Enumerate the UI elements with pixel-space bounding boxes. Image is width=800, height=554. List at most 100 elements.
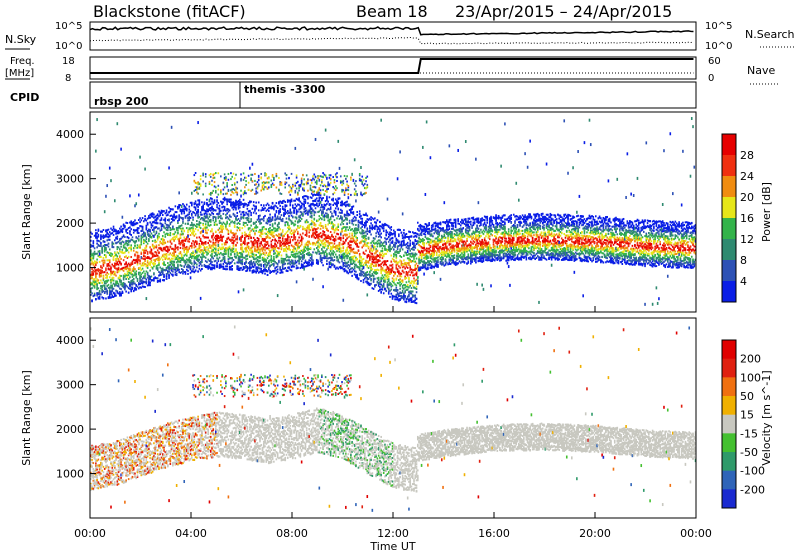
power-cell (155, 258, 158, 261)
power-cell (202, 180, 204, 183)
power-cell (211, 200, 213, 203)
power-cell (292, 251, 294, 254)
power-cell (237, 205, 240, 208)
power-cell (226, 203, 228, 206)
power-cell (307, 197, 309, 200)
power-cell (192, 229, 194, 232)
power-cell (303, 187, 305, 190)
power-cell (149, 278, 151, 281)
power-cell (283, 259, 285, 262)
power-cell (207, 266, 210, 269)
power-cell (165, 257, 168, 260)
power-cell (241, 250, 244, 253)
power-cell (231, 265, 233, 268)
power-cell (214, 246, 217, 249)
power-cell (194, 208, 197, 211)
power-cell (121, 268, 124, 271)
power-cell (275, 244, 278, 247)
power-cell (184, 216, 187, 219)
power-cell (95, 264, 97, 267)
power-cell (227, 252, 230, 255)
power-cell (117, 268, 120, 271)
power-cell (146, 223, 149, 226)
power-cell (286, 209, 289, 212)
power-cell (270, 243, 273, 246)
power-cell (233, 177, 236, 180)
power-cell (321, 218, 323, 221)
power-cell (298, 260, 300, 263)
power-cell (312, 175, 314, 178)
power-cell (119, 269, 121, 272)
power-cell (300, 204, 303, 207)
power-cell (342, 245, 345, 248)
power-cell (130, 282, 132, 285)
power-cell (155, 265, 158, 268)
power-cell (194, 233, 197, 236)
power-cell (309, 229, 312, 232)
power-cell (337, 223, 340, 226)
power-cell (266, 177, 269, 180)
power-cell (110, 286, 112, 289)
power-cell (232, 205, 235, 208)
power-cell (158, 247, 160, 250)
power-cell (95, 235, 97, 238)
power-cell (206, 236, 208, 239)
power-cell (302, 264, 304, 267)
nsearch-trace (89, 37, 694, 45)
power-cell (108, 291, 111, 294)
power-cell (132, 282, 135, 285)
power-cell (220, 221, 222, 224)
power-cell (250, 266, 252, 269)
power-cell (189, 201, 192, 204)
power-cell (345, 217, 347, 220)
power-cell (307, 247, 309, 250)
power-cell (141, 236, 144, 239)
power-cell (163, 246, 165, 249)
power-cell (102, 271, 105, 274)
power-cell (273, 260, 275, 263)
power-cell (108, 238, 111, 241)
power-cell (286, 259, 289, 262)
power-cell (125, 229, 127, 232)
power-cell (100, 293, 102, 296)
power-cell (161, 269, 164, 272)
power-cell (184, 259, 187, 262)
power-cell (107, 279, 110, 282)
power-cell (193, 206, 196, 209)
power-cell (281, 266, 284, 269)
power-cell (266, 262, 269, 265)
power-cell (185, 265, 188, 268)
power-cell (329, 238, 332, 241)
power-cell (280, 246, 283, 249)
power-cell (130, 247, 132, 250)
power-cell (292, 221, 294, 224)
power-cell (317, 259, 319, 262)
power-cell (127, 237, 130, 240)
power-cell (216, 254, 218, 257)
power-cell (196, 254, 198, 257)
power-cell (196, 263, 198, 266)
power-cell (203, 255, 206, 258)
power-cell (211, 252, 213, 255)
power-cell (154, 219, 156, 222)
power-cell (246, 257, 249, 260)
power-cell (273, 249, 275, 253)
power-cell (259, 256, 261, 259)
power-cell (230, 202, 232, 205)
power-cell (299, 239, 302, 242)
power-cell (278, 212, 280, 215)
power-cell (246, 254, 249, 257)
nsky-tick-high: 10^5 (55, 21, 82, 32)
power-cell (321, 241, 323, 244)
power-cell (298, 220, 300, 223)
power-cell (179, 225, 182, 228)
power-cell (251, 271, 254, 274)
power-cell (91, 273, 93, 276)
power-cell (337, 260, 340, 263)
power-cell (264, 238, 266, 241)
power-cell (240, 253, 242, 256)
power-cell (196, 186, 198, 189)
power-cell (182, 210, 184, 213)
power-cell (226, 220, 228, 223)
power-cell (244, 213, 246, 216)
